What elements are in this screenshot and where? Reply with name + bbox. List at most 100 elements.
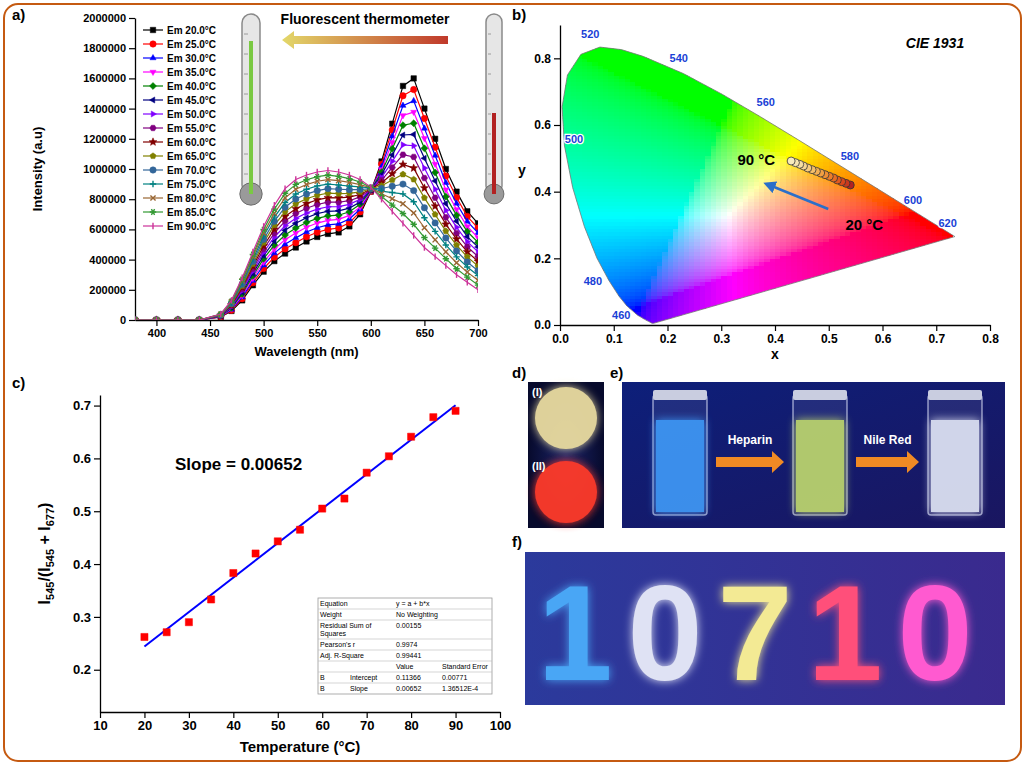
data-point <box>293 231 299 236</box>
legend-label: Em 70.0°C <box>167 165 216 176</box>
legend-entry: Em 45.0°C <box>143 95 216 106</box>
tick-mark <box>478 320 479 326</box>
tick-label: 400 <box>148 327 166 339</box>
legend-entry: Em 75.0°C <box>143 179 216 190</box>
data-point <box>453 266 459 272</box>
data-point <box>389 152 394 158</box>
series-line <box>135 184 478 320</box>
arrow <box>282 31 448 49</box>
data-point <box>410 86 416 92</box>
thermometer-scale <box>244 114 248 115</box>
data-point <box>423 165 428 171</box>
legend-entry: Em 90.0°C <box>143 221 216 232</box>
tick-mark <box>129 320 135 321</box>
thermometer-scale <box>244 54 248 55</box>
thermometer-scale <box>244 134 248 135</box>
legend: Em 20.0°C Em 25.0°C Em 30.0°C Em 35.0°C Em 4… <box>143 25 216 232</box>
thermometer-scale <box>488 54 491 55</box>
thermometer-scale <box>244 34 248 35</box>
tick-label: 1000000 <box>83 163 126 175</box>
legend-marker <box>150 54 156 59</box>
thermometer-scale <box>488 94 491 95</box>
legend-label: Em 35.0°C <box>167 67 216 78</box>
tick-label: 650 <box>416 327 434 339</box>
data-point <box>432 245 438 251</box>
legend-label: Em 55.0°C <box>167 123 216 134</box>
data-point <box>443 249 448 254</box>
data-point <box>306 172 307 178</box>
data-point <box>432 152 438 157</box>
thermometer-body <box>486 14 502 194</box>
data-point <box>293 187 298 192</box>
data-point <box>349 172 350 178</box>
data-point <box>241 275 242 281</box>
data-point <box>389 183 395 189</box>
data-point <box>422 225 427 230</box>
legend-entry: Em 85.0°C <box>143 207 216 218</box>
tick-mark <box>129 199 135 200</box>
gamut-cell <box>576 52 582 56</box>
data-point <box>399 132 404 138</box>
data-point <box>412 143 417 149</box>
tick-label: 500 <box>255 327 273 339</box>
data-point <box>411 97 417 102</box>
data-point <box>400 83 405 88</box>
axis: 400450500550600650700 <box>136 320 488 339</box>
data-point <box>390 196 395 201</box>
series-line <box>135 184 478 320</box>
tick: 1000000 <box>83 163 135 175</box>
tick: 200000 <box>89 284 135 296</box>
tick: 650 <box>416 320 434 339</box>
data-point <box>338 169 339 175</box>
data-point <box>431 202 439 210</box>
legend-label: Em 65.0°C <box>167 151 216 162</box>
data-point <box>410 199 416 205</box>
legend-label: Em 30.0°C <box>167 53 216 64</box>
data-point <box>370 184 371 190</box>
tick: 450 <box>201 320 219 339</box>
data-point <box>177 317 178 320</box>
tick: 550 <box>309 320 327 339</box>
tick: 1200000 <box>83 133 135 145</box>
data-point <box>410 120 417 127</box>
data-point <box>135 316 139 320</box>
legend-marker <box>150 167 156 173</box>
legend-marker <box>150 195 155 200</box>
data-point <box>410 154 416 160</box>
tick-label: 1600000 <box>83 72 126 84</box>
legend-label: Em 75.0°C <box>167 179 216 190</box>
data-point <box>433 237 438 242</box>
tick: 1800000 <box>83 42 135 54</box>
legend-entry: Em 25.0°C <box>143 39 216 50</box>
data-point <box>434 253 435 259</box>
data-point <box>411 76 416 81</box>
tick: 500 <box>255 320 273 339</box>
tick-label: 400000 <box>89 254 126 266</box>
data-point <box>381 196 382 202</box>
data-point <box>410 187 416 193</box>
data-point <box>413 232 414 238</box>
data-point <box>174 316 182 320</box>
data-point <box>421 155 426 161</box>
data-point <box>400 152 406 158</box>
tick: 0 <box>120 314 135 326</box>
data-point <box>421 235 427 241</box>
data-point <box>389 177 395 183</box>
data-point <box>467 279 468 285</box>
legend-entry: Em 30.0°C <box>143 53 216 64</box>
tick: 600000 <box>89 223 135 235</box>
data-point <box>317 169 318 175</box>
tick-label: 600000 <box>89 223 126 235</box>
tick-mark <box>424 320 425 326</box>
data-point <box>400 201 405 206</box>
legend-marker <box>149 97 154 103</box>
data-point <box>432 195 438 201</box>
data-point <box>443 228 449 234</box>
data-point <box>156 317 157 320</box>
legend-label: Em 20.0°C <box>167 25 216 36</box>
legend-label: Em 90.0°C <box>167 221 216 232</box>
data-point <box>443 256 449 262</box>
data-point <box>359 176 360 182</box>
data-point <box>421 205 427 211</box>
series-line <box>135 175 478 320</box>
